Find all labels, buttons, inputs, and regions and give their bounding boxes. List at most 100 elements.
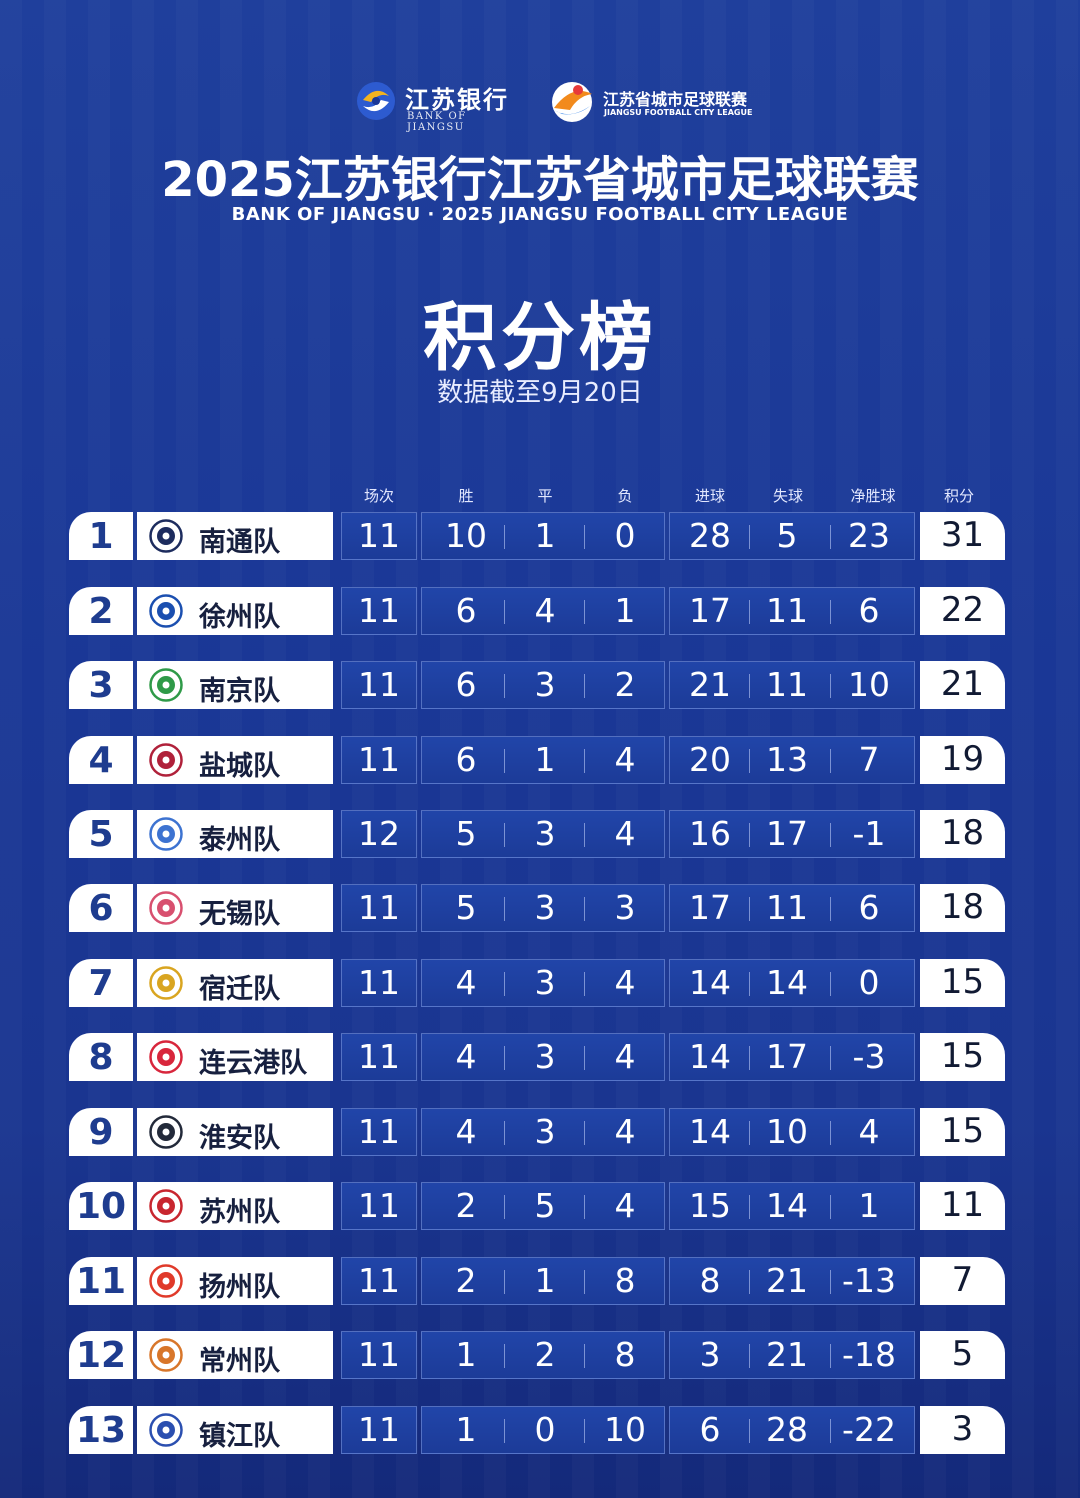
win-draw-loss-cell xyxy=(421,1108,665,1156)
divider xyxy=(584,1270,585,1294)
league-logo-english: JIANGSU FOOTBALL CITY LEAGUE xyxy=(604,108,753,117)
drawn-value: 3 xyxy=(534,888,556,927)
team-badge-icon xyxy=(149,1413,183,1447)
standings-heading: 积分榜 xyxy=(423,295,657,381)
points-value: 3 xyxy=(920,1406,1005,1454)
played-cell xyxy=(341,736,417,784)
won-value: 1 xyxy=(455,1335,477,1374)
divider xyxy=(584,1121,585,1145)
team-name: 泰州队 xyxy=(199,825,280,856)
goals-for-value: 3 xyxy=(699,1335,721,1374)
goals-against-value: 28 xyxy=(766,1410,808,1449)
won-value: 1 xyxy=(455,1410,477,1449)
divider xyxy=(504,749,505,773)
team-badge-icon xyxy=(149,519,183,553)
team-badge-icon xyxy=(149,891,183,925)
goals-cell xyxy=(669,1406,915,1454)
goals-against-value: 5 xyxy=(776,516,798,555)
win-draw-loss-cell xyxy=(421,1331,665,1379)
points-value: 31 xyxy=(920,512,1005,560)
lost-value: 4 xyxy=(614,814,636,853)
points-value: 7 xyxy=(920,1257,1005,1305)
divider xyxy=(584,1344,585,1368)
divider xyxy=(749,1121,750,1145)
played-cell xyxy=(341,1406,417,1454)
rank-number: 1 xyxy=(69,512,133,560)
win-draw-loss-cell xyxy=(421,1182,665,1230)
team-name: 盐城队 xyxy=(199,751,280,782)
team-name: 宿迁队 xyxy=(199,974,280,1005)
played-value: 11 xyxy=(358,1112,400,1151)
team-cell: 苏州队 xyxy=(137,1182,333,1230)
divider xyxy=(749,1195,750,1219)
divider xyxy=(504,674,505,698)
goals-for-value: 15 xyxy=(689,1186,731,1225)
played-cell xyxy=(341,810,417,858)
points-value: 18 xyxy=(920,810,1005,858)
goals-against-value: 21 xyxy=(766,1261,808,1300)
divider xyxy=(830,897,831,921)
divider xyxy=(584,1046,585,1070)
points-value: 15 xyxy=(920,959,1005,1007)
win-draw-loss-cell xyxy=(421,1406,665,1454)
divider xyxy=(830,972,831,996)
played-cell xyxy=(341,512,417,560)
won-value: 4 xyxy=(455,1112,477,1151)
goals-for-value: 6 xyxy=(699,1410,721,1449)
goals-for-value: 17 xyxy=(689,888,731,927)
drawn-value: 1 xyxy=(534,1261,556,1300)
played-cell xyxy=(341,1257,417,1305)
rank-number: 11 xyxy=(69,1257,133,1305)
played-cell xyxy=(341,1033,417,1081)
lost-value: 4 xyxy=(614,1112,636,1151)
points-value: 11 xyxy=(920,1182,1005,1230)
team-cell: 泰州队 xyxy=(137,810,333,858)
divider xyxy=(830,1046,831,1070)
team-cell: 盐城队 xyxy=(137,736,333,784)
divider xyxy=(749,1419,750,1443)
bank-of-jiangsu-logo: 江苏银行 BANK OF JIANGSU xyxy=(355,78,525,133)
goal-diff-value: -3 xyxy=(852,1037,886,1076)
goals-against-value: 14 xyxy=(766,963,808,1002)
team-badge-icon xyxy=(149,594,183,628)
drawn-value: 5 xyxy=(534,1186,556,1225)
drawn-value: 3 xyxy=(534,1112,556,1151)
goals-against-value: 14 xyxy=(766,1186,808,1225)
drawn-value: 1 xyxy=(534,740,556,779)
team-cell: 无锡队 xyxy=(137,884,333,932)
goals-for-value: 14 xyxy=(689,1112,731,1151)
divider xyxy=(584,674,585,698)
rank-number: 7 xyxy=(69,959,133,1007)
goals-against-value: 11 xyxy=(766,591,808,630)
divider xyxy=(830,1270,831,1294)
divider xyxy=(830,749,831,773)
played-value: 11 xyxy=(358,665,400,704)
team-badge-icon xyxy=(149,817,183,851)
team-name: 连云港队 xyxy=(199,1048,307,1079)
points-value: 22 xyxy=(920,587,1005,635)
page-title: 2025江苏银行江苏省城市足球联赛 xyxy=(161,152,919,208)
goal-diff-value: 1 xyxy=(858,1186,880,1225)
played-value: 11 xyxy=(358,740,400,779)
played-value: 11 xyxy=(358,591,400,630)
team-cell: 徐州队 xyxy=(137,587,333,635)
goals-cell xyxy=(669,884,915,932)
team-cell: 南京队 xyxy=(137,661,333,709)
team-badge-icon xyxy=(149,668,183,702)
rank-number: 3 xyxy=(69,661,133,709)
bank-emblem-icon xyxy=(357,82,395,120)
divider xyxy=(584,972,585,996)
table-row: 9 淮安队 11 4 3 4 14 10 4 15 xyxy=(0,1108,1080,1156)
page-subtitle: BANK OF JIANGSU · 2025 JIANGSU FOOTBALL … xyxy=(231,204,849,225)
divider xyxy=(584,823,585,847)
team-name: 无锡队 xyxy=(199,899,280,930)
bank-logo-chinese: 江苏银行 xyxy=(405,85,509,114)
divider xyxy=(504,972,505,996)
played-cell xyxy=(341,661,417,709)
divider xyxy=(830,823,831,847)
table-row: 11 扬州队 11 2 1 8 8 21 -13 7 xyxy=(0,1257,1080,1305)
table-row: 2 徐州队 11 6 4 1 17 11 6 22 xyxy=(0,587,1080,635)
column-header-points: 积分 xyxy=(943,487,974,505)
goals-for-value: 20 xyxy=(689,740,731,779)
points-value: 19 xyxy=(920,736,1005,784)
